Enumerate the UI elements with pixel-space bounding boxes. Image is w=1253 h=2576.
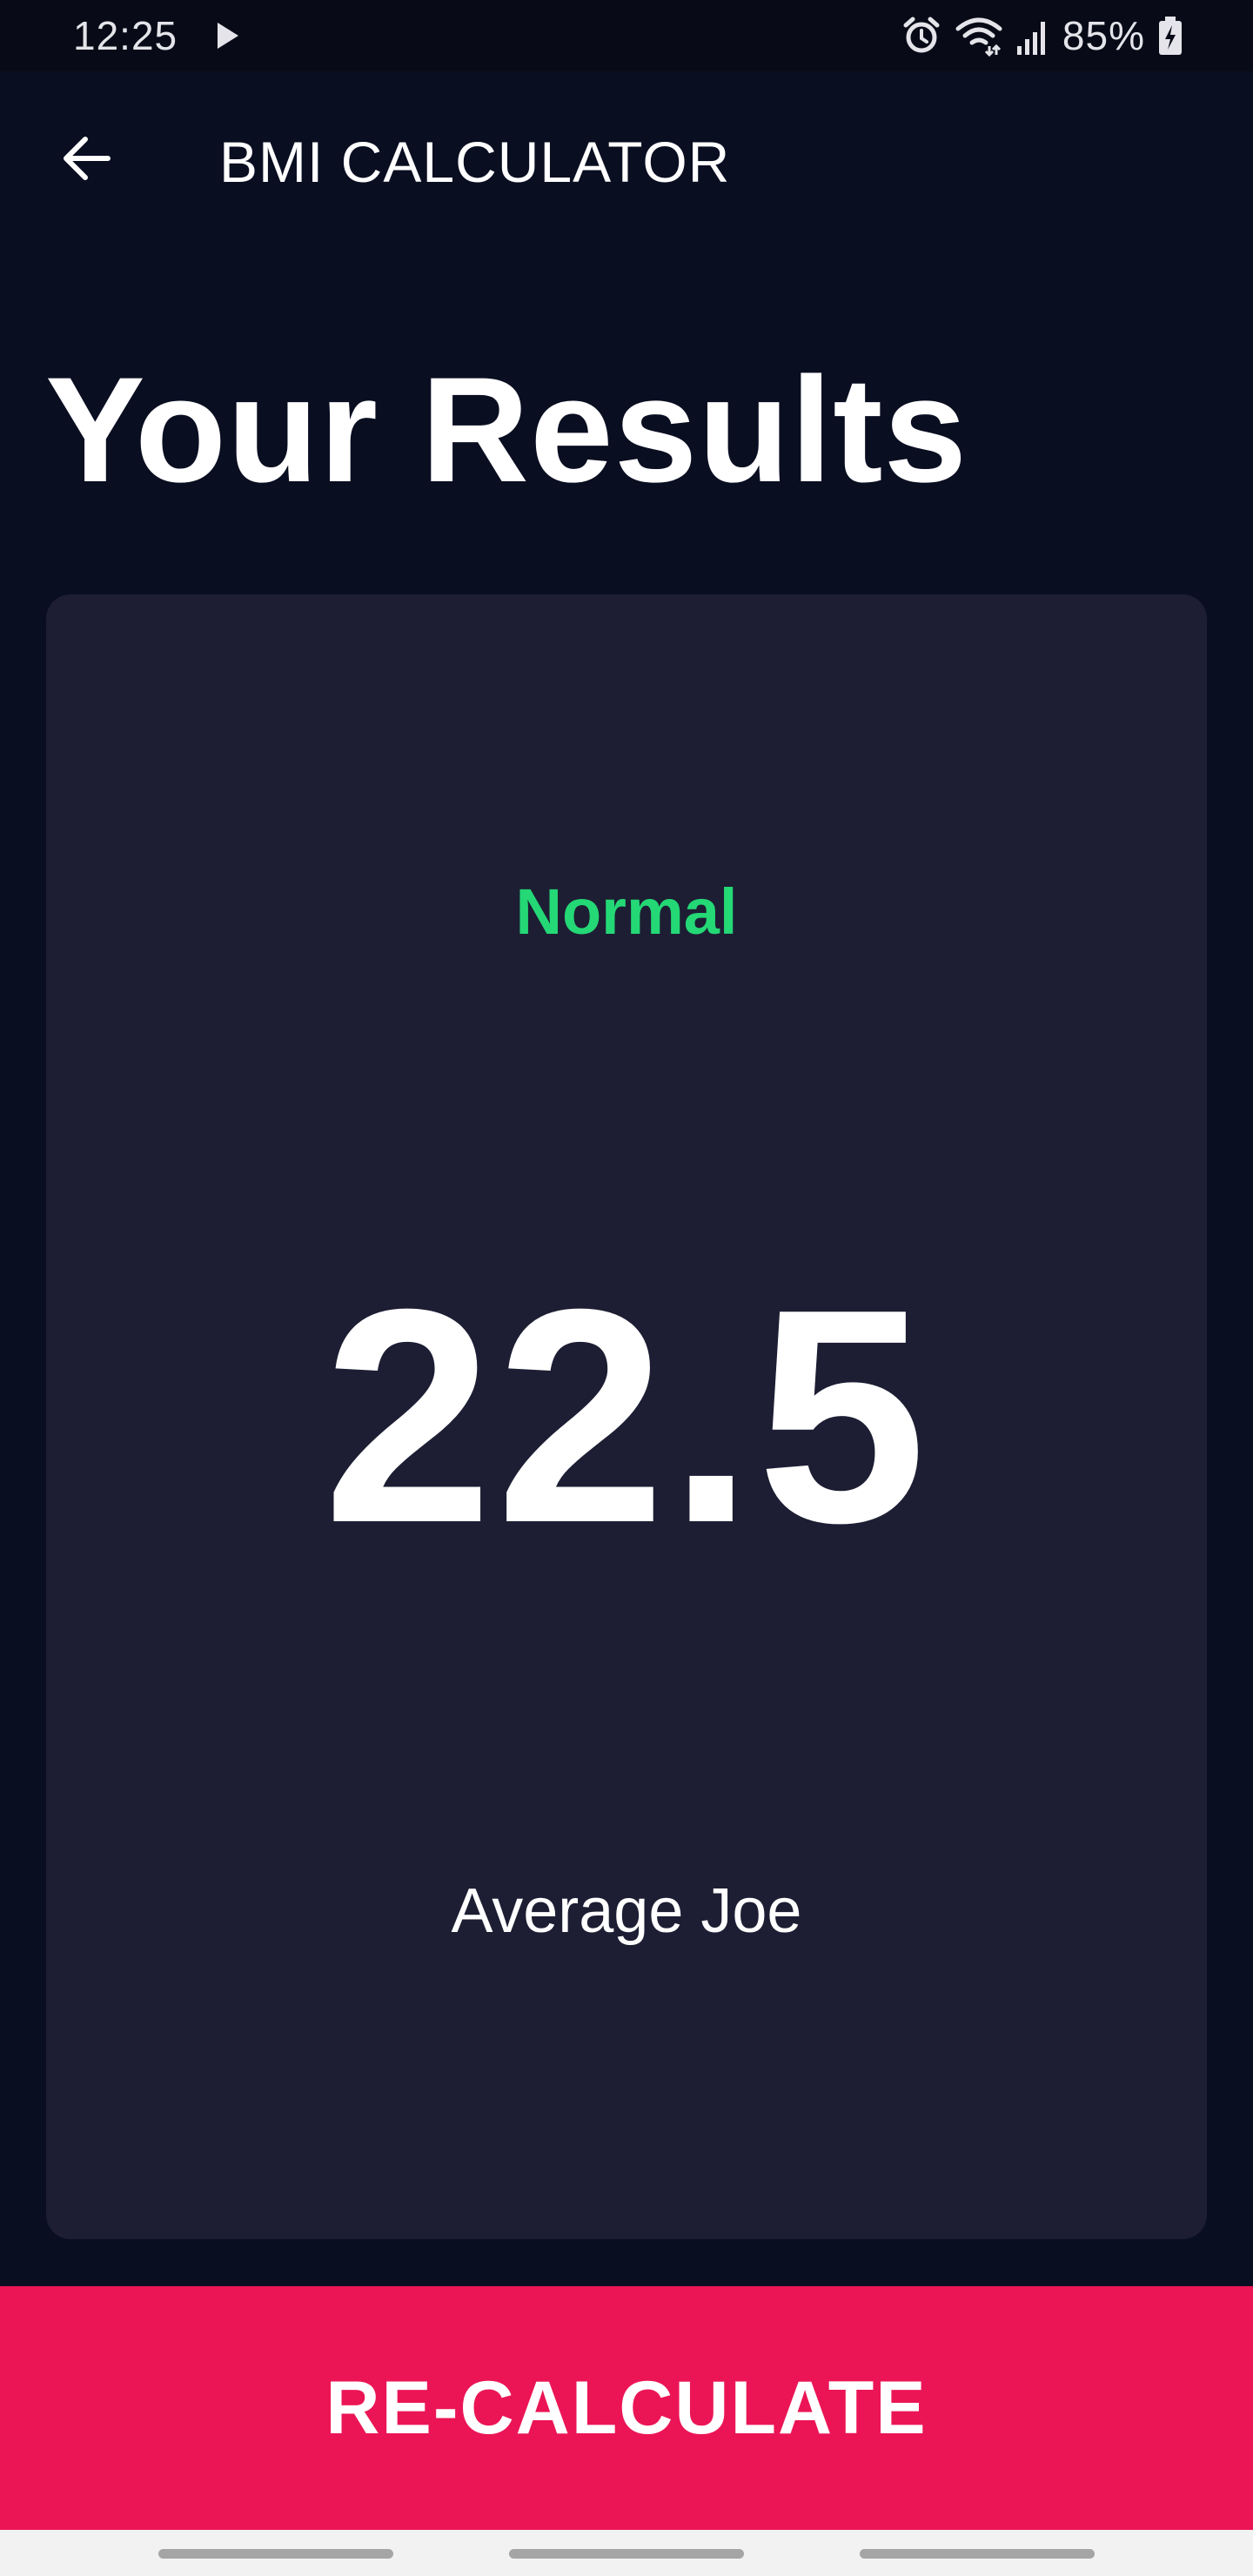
app-bar: BMI CALCULATOR [0,71,1253,245]
signal-icon [1016,22,1045,55]
nav-home-button[interactable] [509,2549,744,2559]
nav-back-button[interactable] [860,2549,1095,2559]
back-button[interactable] [44,115,131,202]
result-card: Normal 22.5 Average Joe [46,594,1207,2239]
page-title: Your Results [45,346,968,513]
recalculate-button[interactable]: RE-CALCULATE [0,2286,1253,2530]
app-title: BMI CALCULATOR [219,130,731,194]
arrow-left-icon [64,137,111,180]
bmi-value: 22.5 [323,1246,930,1587]
nav-recent-apps-button[interactable] [158,2549,393,2559]
alarm-icon [903,17,940,53]
bmi-description: Average Joe [451,1876,802,1946]
wifi-icon [955,17,1002,57]
system-nav-bar [0,2530,1253,2576]
battery-percentage: 85% [1062,13,1145,58]
battery-icon [1159,17,1182,55]
status-icons: 85% [901,9,1183,63]
bmi-category: Normal [515,875,738,948]
status-bar: 12:25 85% [0,0,1253,71]
play-icon [218,23,238,49]
status-time: 12:25 [73,13,178,58]
